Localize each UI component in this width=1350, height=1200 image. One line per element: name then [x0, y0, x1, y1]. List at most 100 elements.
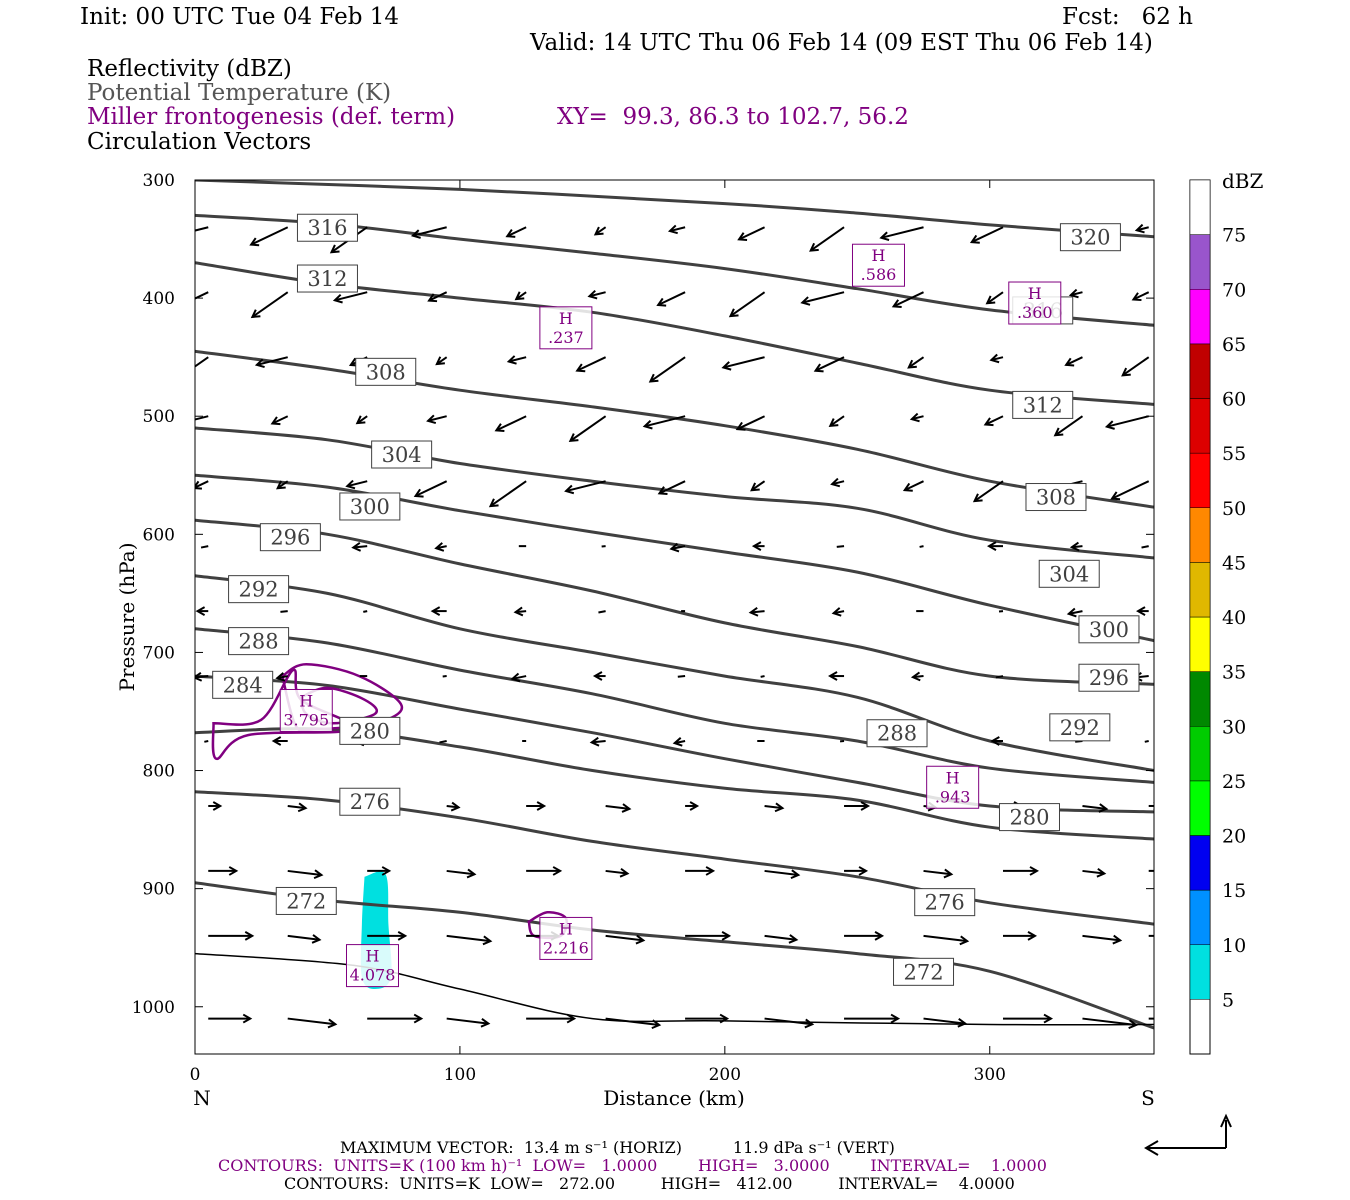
circulation-vector [410, 226, 447, 239]
theta-label: 308 [1036, 486, 1076, 510]
fronto-max-marker: H [366, 947, 380, 966]
theta-contour-272 [195, 881, 1154, 1030]
fronto-max-marker: H [559, 309, 573, 328]
circulation-vector [1144, 740, 1149, 743]
circulation-vector [276, 480, 289, 490]
theta-contour-308 [195, 349, 1154, 509]
circulation-vector [439, 740, 447, 744]
field-reflectivity: Reflectivity (dBZ) [87, 56, 292, 82]
axes-layer: 300 400 500 600 700 800 900 1000 0 100 200 300 [132, 171, 1154, 1085]
fronto-max-value: .943 [935, 787, 971, 806]
circulation-vector [204, 740, 209, 743]
theta-label: 296 [270, 526, 310, 550]
theta-label: 304 [382, 443, 422, 467]
theta-label-box [296, 213, 358, 242]
circulation-vector [593, 226, 607, 236]
colorbar-level-label: 30 [1222, 716, 1246, 738]
colorbar-swatch [1189, 289, 1211, 345]
circulation-vector [907, 356, 925, 369]
circulation-vector [764, 1017, 815, 1029]
circulation-vector [1104, 415, 1149, 430]
circulation-vector [446, 1017, 491, 1028]
colorbar-level-label: 55 [1222, 443, 1246, 465]
circulation-vector [923, 868, 954, 879]
circulation-vector [677, 675, 686, 678]
theta-label-box [275, 886, 337, 915]
circulation-vector [605, 934, 646, 945]
circulation-vector [735, 415, 766, 431]
fronto-max-value: .586 [861, 265, 897, 284]
colorbar-swatch [1189, 671, 1211, 727]
theta-label: 296 [1089, 666, 1129, 690]
circulation-vector [287, 802, 308, 813]
colorbar-unit: dBZ [1222, 169, 1264, 193]
theta-label-box [1078, 615, 1140, 644]
colorbar-swatch [1189, 944, 1211, 1000]
theta-label: 316 [307, 216, 347, 240]
circulation-vector [526, 801, 547, 811]
circulation-vector [737, 226, 766, 241]
theta-label-box [371, 440, 433, 469]
colorbar-swatch [1189, 616, 1211, 672]
circulation-vector [685, 931, 732, 941]
circulation-vector [270, 415, 289, 426]
circulation-vector [526, 866, 563, 876]
init-time: Init: 00 UTC Tue 04 Feb 14 [80, 4, 400, 30]
circulation-vector [1082, 934, 1123, 945]
colorbar-swatch [1189, 889, 1211, 945]
circulation-vector [208, 866, 239, 876]
north-end-label: N [193, 1086, 211, 1110]
circulation-vector [728, 291, 766, 318]
theta-label-box [228, 575, 290, 604]
circulation-vector [514, 291, 527, 301]
circulation-vector [250, 291, 289, 319]
colorbar-swatch [1189, 234, 1211, 290]
circulation-vector [195, 671, 209, 682]
circulation-vector [1131, 291, 1150, 302]
colorbar-level-label: 40 [1222, 607, 1246, 629]
circulation-vector [446, 868, 477, 879]
theta-label: 272 [903, 960, 943, 984]
fronto-max-marker: H [299, 691, 313, 710]
colorbar-level-label: 5 [1222, 989, 1234, 1011]
circulation-vector [828, 415, 845, 428]
circulation-vector [513, 606, 527, 617]
circulation-vector [249, 226, 289, 247]
x-tick-label: 200 [709, 1065, 741, 1085]
theta-label: 292 [239, 578, 279, 602]
fronto-max-value: 3.795 [283, 710, 329, 729]
circulation-vector [983, 415, 1004, 427]
circulation-vector [605, 1017, 662, 1030]
theta-label: 312 [307, 267, 347, 291]
fronto-max-box [345, 944, 399, 988]
circulation-vector [667, 224, 686, 235]
theta-label: 288 [877, 722, 917, 746]
y-tick-label: 400 [143, 289, 175, 309]
circulation-vector [800, 291, 845, 306]
circulation-vector [1068, 288, 1083, 299]
circulation-vector [275, 672, 288, 682]
theta-label-box [339, 492, 401, 521]
circulation-vector [351, 542, 368, 552]
circulation-vector [844, 1013, 901, 1024]
colorbar-level-label: 10 [1222, 935, 1246, 957]
fronto-max-value: 4.078 [350, 966, 396, 985]
colorbar-level-label: 45 [1222, 552, 1246, 574]
circulation-vector [809, 226, 845, 252]
circulation-vector [1148, 1017, 1154, 1020]
theta-label: 304 [1049, 562, 1089, 586]
max-vector-note: MAXIMUM VECTOR: 13.4 m s⁻¹ (HORIZ) 11.9 … [340, 1138, 895, 1157]
theta-label: 308 [366, 360, 406, 384]
theta-contour-292 [195, 574, 1154, 772]
circulation-vector [1066, 607, 1083, 618]
circulation-vector [910, 671, 924, 682]
fronto-max-marker: H [872, 246, 886, 265]
fronto-max-box [279, 688, 333, 732]
circulation-vector [287, 934, 322, 944]
circulation-vector [830, 477, 845, 488]
circulation-vector [200, 545, 209, 549]
circulation-vector [605, 803, 632, 813]
theta-label: 276 [350, 790, 390, 814]
theta-label: 280 [1009, 806, 1049, 830]
